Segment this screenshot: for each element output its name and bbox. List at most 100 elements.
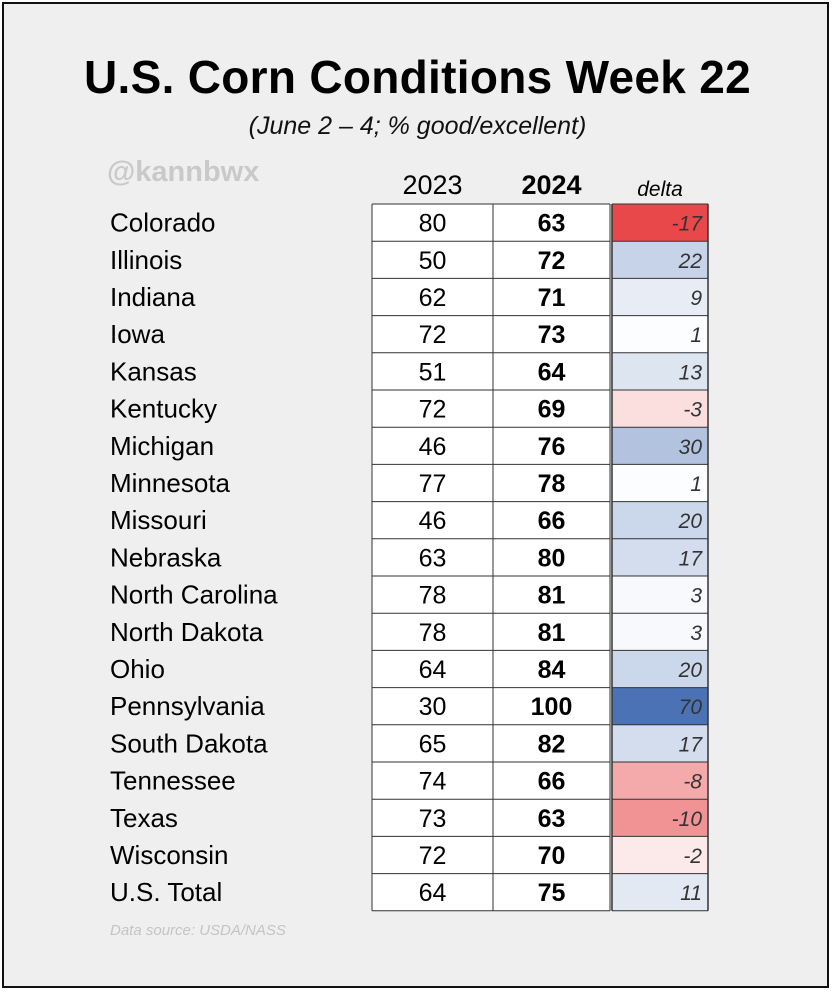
state-label: Nebraska: [110, 542, 222, 572]
state-label: Ohio: [110, 654, 165, 684]
table-row-bg: [372, 724, 610, 762]
delta-value: 30: [679, 436, 703, 459]
state-label: Minnesota: [110, 468, 230, 498]
delta-value: 13: [679, 361, 703, 384]
delta-cell: [612, 464, 708, 502]
delta-cell: [612, 501, 708, 539]
value-2024: 70: [538, 842, 566, 870]
state-label: Tennessee: [110, 766, 236, 796]
table-row-bg: [372, 390, 610, 428]
value-2023: 63: [419, 544, 447, 572]
delta-value: 20: [678, 659, 703, 682]
table-row-bg: [372, 427, 610, 465]
delta-value: 1: [690, 473, 702, 496]
delta-value: 22: [678, 250, 703, 273]
delta-value: 17: [679, 733, 704, 756]
table-row-bg: [372, 241, 610, 279]
delta-value: -3: [683, 399, 702, 422]
state-label: Indiana: [110, 282, 196, 312]
delta-value: 1: [690, 324, 702, 347]
state-label: Missouri: [110, 505, 207, 535]
value-2024: 73: [538, 321, 566, 349]
value-2023: 78: [419, 619, 447, 647]
delta-cell: [612, 278, 708, 316]
table-row-bg: [372, 873, 610, 911]
delta-cell: [612, 352, 708, 390]
state-label: South Dakota: [110, 728, 268, 758]
chart-title: U.S. Corn Conditions Week 22: [84, 51, 751, 103]
column-header-2024: 2024: [521, 170, 582, 200]
state-label: Kentucky: [110, 394, 217, 424]
delta-value: 11: [680, 882, 702, 905]
state-label: Iowa: [110, 319, 165, 349]
delta-cell: [612, 613, 708, 651]
value-2024: 69: [538, 396, 566, 424]
table-row-bg: [372, 204, 610, 242]
column-header-2023: 2023: [402, 170, 463, 200]
value-2024: 81: [538, 619, 566, 647]
delta-value: 9: [690, 287, 702, 310]
table-row-bg: [372, 315, 610, 353]
state-label: Kansas: [110, 356, 197, 386]
table-row-bg: [372, 650, 610, 688]
value-2023: 64: [419, 879, 447, 907]
delta-value: 3: [690, 585, 702, 608]
value-2023: 80: [419, 210, 447, 238]
state-label: Pennsylvania: [110, 691, 265, 721]
table-row-bg: [372, 762, 610, 800]
value-2023: 73: [419, 805, 447, 833]
delta-cell: [612, 315, 708, 353]
delta-value: 3: [690, 622, 702, 645]
value-2024: 84: [538, 656, 566, 684]
delta-cell: [612, 873, 708, 911]
table-row-bg: [372, 576, 610, 614]
delta-cell: [612, 836, 708, 874]
delta-value: -10: [672, 808, 703, 831]
value-2024: 100: [531, 693, 573, 721]
value-2023: 62: [419, 284, 447, 312]
state-label: Colorado: [110, 208, 216, 238]
table-row-bg: [372, 687, 610, 725]
value-2023: 74: [419, 768, 447, 796]
value-2024: 63: [538, 210, 566, 238]
watermark-handle: @kannbwx: [107, 156, 260, 188]
value-2024: 80: [538, 544, 566, 572]
state-label: Illinois: [110, 245, 182, 275]
value-2024: 71: [538, 284, 566, 312]
table-row-bg: [372, 278, 610, 316]
delta-value: 70: [679, 696, 703, 719]
delta-cell: [612, 724, 708, 762]
value-2023: 30: [419, 693, 447, 721]
delta-value: -17: [672, 213, 704, 236]
value-2024: 72: [538, 247, 566, 275]
delta-cell: [612, 687, 708, 725]
delta-cell: [612, 538, 708, 576]
value-2023: 51: [419, 358, 447, 386]
table-row-bg: [372, 538, 610, 576]
value-2024: 66: [538, 768, 566, 796]
state-label: U.S. Total: [110, 877, 222, 907]
value-2024: 64: [538, 358, 566, 386]
value-2023: 72: [419, 396, 447, 424]
value-2023: 46: [419, 433, 447, 461]
table-row-bg: [372, 352, 610, 390]
chart-subtitle: (June 2 – 4; % good/excellent): [248, 112, 587, 140]
column-header-delta: delta: [637, 178, 683, 201]
table-row-bg: [372, 836, 610, 874]
table-row-bg: [372, 464, 610, 502]
state-label: North Dakota: [110, 617, 264, 647]
state-label: North Carolina: [110, 580, 278, 610]
table-row-bg: [372, 613, 610, 651]
value-2023: 77: [419, 470, 447, 498]
value-2024: 75: [538, 879, 566, 907]
state-label: Michigan: [110, 431, 214, 461]
value-2023: 64: [419, 656, 447, 684]
value-2023: 72: [419, 321, 447, 349]
value-2024: 82: [538, 730, 566, 758]
value-2024: 66: [538, 507, 566, 535]
value-2023: 65: [419, 730, 447, 758]
state-label: Texas: [110, 803, 178, 833]
state-label: Wisconsin: [110, 840, 228, 870]
value-2024: 63: [538, 805, 566, 833]
